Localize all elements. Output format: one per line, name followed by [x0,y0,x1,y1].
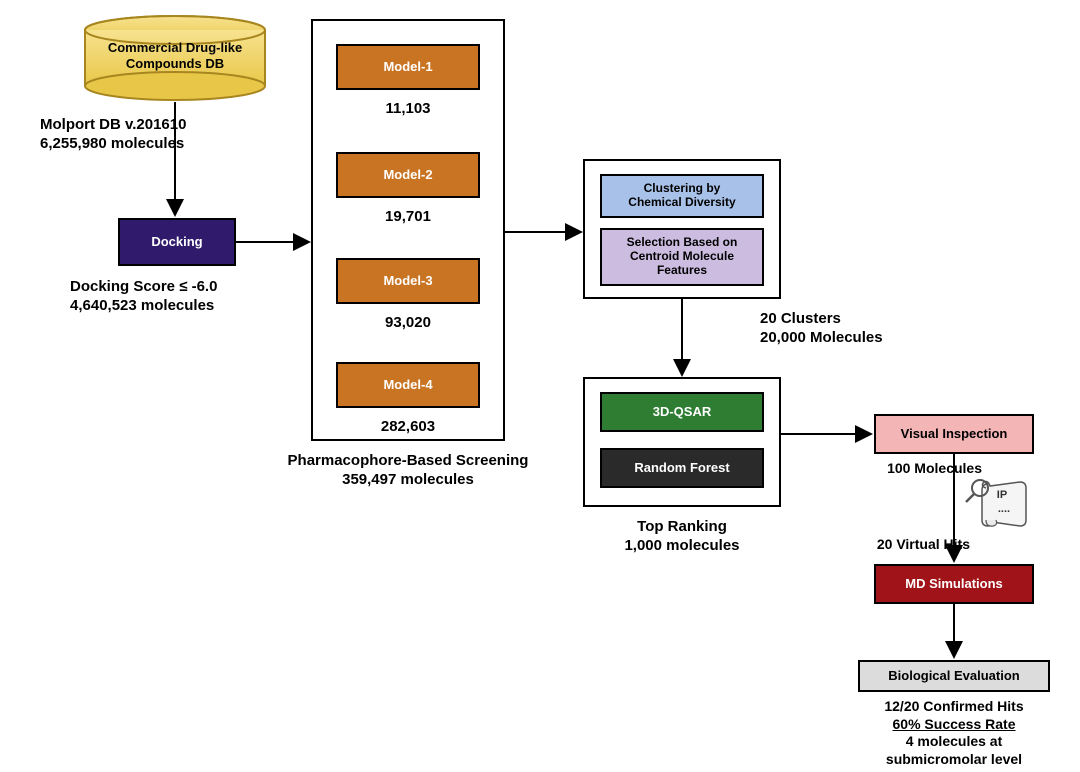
docking-node: Docking [118,218,236,266]
visual-node: Visual Inspection [874,414,1034,454]
visual-caption: 100 Molecules [862,460,982,478]
cluster-bottom: Selection Based onCentroid MoleculeFeatu… [600,228,764,286]
model-4: Model-4 [336,362,480,408]
svg-text:IP: IP [997,489,1007,501]
model-2-count: 19,701 [336,208,480,227]
model-2: Model-2 [336,152,480,198]
qsar-node: 3D-QSAR [600,392,764,432]
hits-caption: 20 Virtual Hits [850,536,970,554]
model-1: Model-1 [336,44,480,90]
cluster-top: Clustering byChemical Diversity [600,174,764,218]
model-3: Model-3 [336,258,480,304]
rf-node: Random Forest [600,448,764,488]
ip-scroll: IP .... [966,480,1026,526]
model-4-count: 282,603 [336,418,480,437]
rank-caption: Top Ranking 1,000 molecules [584,518,780,556]
db-title: Commercial Drug-like Compounds DB [85,40,265,73]
bio-node: Biological Evaluation [858,660,1050,692]
svg-text:....: .... [998,503,1010,515]
model-3-count: 93,020 [336,314,480,333]
pharm-caption: Pharmacophore-Based Screening 359,497 mo… [278,452,538,490]
model-1-count: 11,103 [336,100,480,119]
db-caption: Molport DB v.201610 6,255,980 molecules [40,116,260,154]
results-caption: 12/20 Confirmed Hits 60% Success Rate 4 … [846,698,1062,768]
docking-caption: Docking Score ≤ -6.0 4,640,523 molecules [70,278,300,316]
cluster-caption: 20 Clusters 20,000 Molecules [760,310,940,348]
md-node: MD Simulations [874,564,1034,604]
